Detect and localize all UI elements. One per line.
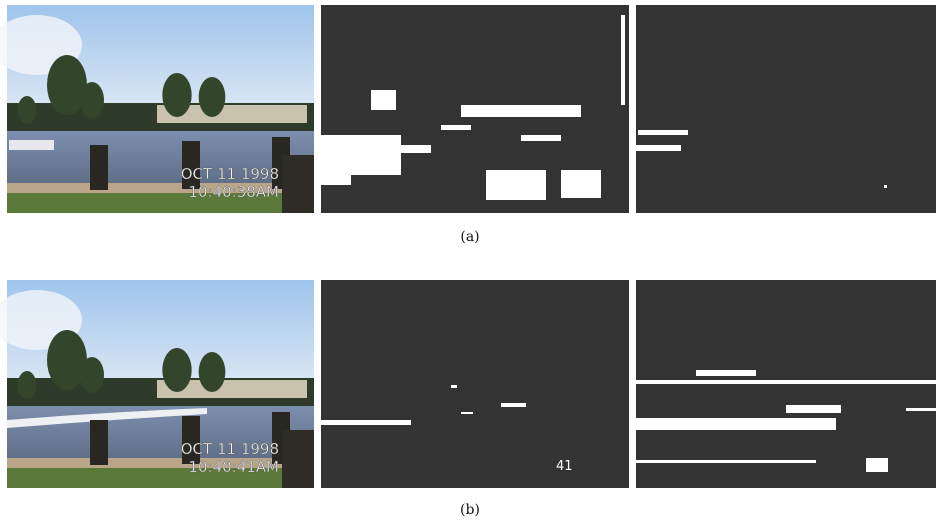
mask-blob bbox=[451, 385, 457, 388]
mask-blob bbox=[638, 130, 688, 135]
mask-blob bbox=[321, 135, 401, 175]
mask-blob bbox=[521, 135, 561, 141]
mask-blob bbox=[486, 170, 546, 200]
timestamp-time: 10:40:41AM bbox=[188, 458, 279, 476]
mask-blob bbox=[636, 460, 816, 463]
mask-blob bbox=[621, 15, 625, 105]
timestamp-date: OCT 11 1998 bbox=[181, 440, 279, 458]
mask-blob bbox=[401, 145, 431, 153]
tree bbox=[162, 348, 191, 392]
foreground-mask bbox=[636, 280, 936, 488]
post bbox=[90, 145, 108, 190]
mask-blob bbox=[321, 175, 351, 185]
tree bbox=[199, 352, 226, 392]
mask-blob bbox=[636, 145, 681, 151]
mask-background bbox=[636, 5, 936, 213]
timestamp-time: 10:40:38AM bbox=[188, 183, 279, 201]
boat bbox=[9, 140, 54, 150]
figure: (a) (b) OCT 11 199810:40:38AMOCT 11 1998… bbox=[0, 0, 936, 524]
post-right bbox=[282, 155, 314, 213]
mask-blob bbox=[371, 90, 396, 110]
post bbox=[90, 420, 108, 465]
mask-blob bbox=[866, 458, 888, 472]
mask-blob bbox=[441, 125, 471, 130]
tree bbox=[18, 371, 37, 399]
mask-blob bbox=[321, 420, 411, 425]
mask-blob bbox=[636, 418, 836, 430]
tree bbox=[80, 357, 104, 393]
mask-blob bbox=[696, 370, 756, 376]
mask-blob bbox=[884, 185, 887, 188]
mask-background bbox=[321, 280, 629, 488]
foreground-mask bbox=[636, 5, 936, 213]
mask-digits: 41 bbox=[556, 459, 573, 474]
mask-blob bbox=[906, 408, 936, 411]
mask-blob bbox=[461, 412, 473, 414]
mask-blob bbox=[501, 403, 526, 407]
post-right bbox=[282, 430, 314, 488]
tree bbox=[80, 82, 104, 118]
mask-blob bbox=[461, 105, 581, 117]
mask-blob bbox=[636, 380, 936, 384]
caption: (b) bbox=[460, 502, 480, 518]
tree bbox=[162, 73, 191, 117]
foreground-mask: 41 bbox=[321, 280, 629, 488]
caption: (a) bbox=[460, 229, 479, 245]
tree bbox=[199, 77, 226, 117]
timestamp-date: OCT 11 1998 bbox=[181, 165, 279, 183]
mask-blob bbox=[786, 405, 841, 413]
mask-blob bbox=[561, 170, 601, 198]
foreground-mask bbox=[321, 5, 629, 213]
tree bbox=[18, 96, 37, 124]
